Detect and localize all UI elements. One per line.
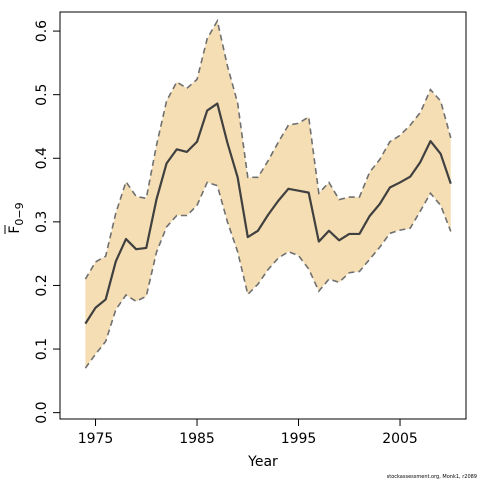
- estimate-line: [84, 102, 452, 325]
- y-tick-label: 0.2: [34, 274, 50, 296]
- x-tick-label: 1985: [179, 431, 215, 447]
- plot-frame: [59, 11, 467, 420]
- y-tick-label: 0.5: [34, 84, 50, 106]
- y-tick-label: 0.4: [34, 147, 50, 169]
- x-axis-title: Year: [247, 454, 278, 470]
- lower-bound-line: [84, 181, 452, 369]
- confidence-band: [85, 20, 451, 369]
- y-axis-title-main: F: [7, 226, 23, 234]
- y-tick-label: 0.0: [34, 402, 50, 424]
- y-tick-label: 0.1: [34, 338, 50, 360]
- credit-text: stockassessment.org, Monk1, r2089: [387, 474, 477, 480]
- x-tick-label: 1975: [78, 431, 114, 447]
- y-tick-label: 0.6: [34, 20, 50, 42]
- x-tick-label: 1995: [281, 431, 317, 447]
- x-tick-label: 2005: [382, 431, 418, 447]
- upper-bound-line: [84, 18, 452, 280]
- y-axis-title: F0−9: [7, 202, 26, 233]
- axis-layer: 1975 1985 1995 2005 0.0 0.1 0.2 0.3 0.4 0.5 0.6: [34, 20, 418, 447]
- y-tick-label: 0.3: [34, 211, 50, 233]
- plot-layer: [84, 18, 452, 369]
- y-axis-title-sub: 0−9: [13, 202, 26, 225]
